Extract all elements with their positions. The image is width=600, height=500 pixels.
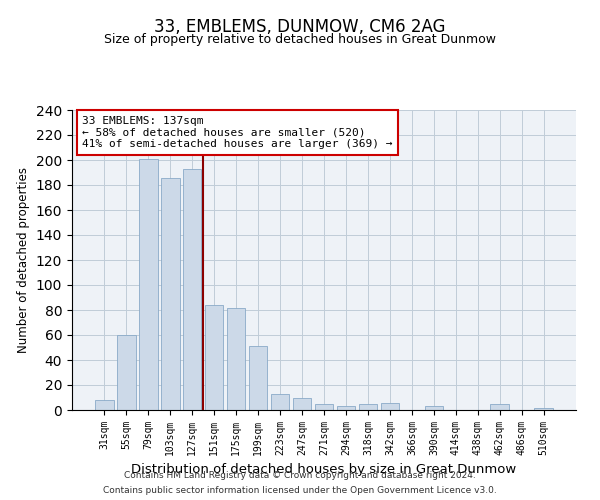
Bar bbox=[271, 394, 289, 410]
X-axis label: Distribution of detached houses by size in Great Dunmow: Distribution of detached houses by size … bbox=[131, 464, 517, 476]
Bar bbox=[117, 335, 136, 410]
Text: Contains public sector information licensed under the Open Government Licence v3: Contains public sector information licen… bbox=[103, 486, 497, 495]
Y-axis label: Number of detached properties: Number of detached properties bbox=[17, 167, 30, 353]
Bar bbox=[490, 404, 509, 410]
Bar bbox=[314, 404, 334, 410]
Text: Size of property relative to detached houses in Great Dunmow: Size of property relative to detached ho… bbox=[104, 32, 496, 46]
Text: Contains HM Land Registry data © Crown copyright and database right 2024.: Contains HM Land Registry data © Crown c… bbox=[124, 471, 476, 480]
Bar bbox=[95, 400, 113, 410]
Bar bbox=[535, 408, 553, 410]
Bar bbox=[337, 406, 355, 410]
Bar bbox=[139, 159, 158, 410]
Bar bbox=[161, 178, 179, 410]
Bar bbox=[249, 346, 268, 410]
Bar bbox=[293, 398, 311, 410]
Bar bbox=[425, 406, 443, 410]
Bar bbox=[183, 169, 202, 410]
Text: 33 EMBLEMS: 137sqm
← 58% of detached houses are smaller (520)
41% of semi-detach: 33 EMBLEMS: 137sqm ← 58% of detached hou… bbox=[82, 116, 392, 149]
Bar bbox=[227, 308, 245, 410]
Text: 33, EMBLEMS, DUNMOW, CM6 2AG: 33, EMBLEMS, DUNMOW, CM6 2AG bbox=[154, 18, 446, 36]
Bar bbox=[359, 404, 377, 410]
Bar bbox=[205, 305, 223, 410]
Bar bbox=[380, 402, 399, 410]
